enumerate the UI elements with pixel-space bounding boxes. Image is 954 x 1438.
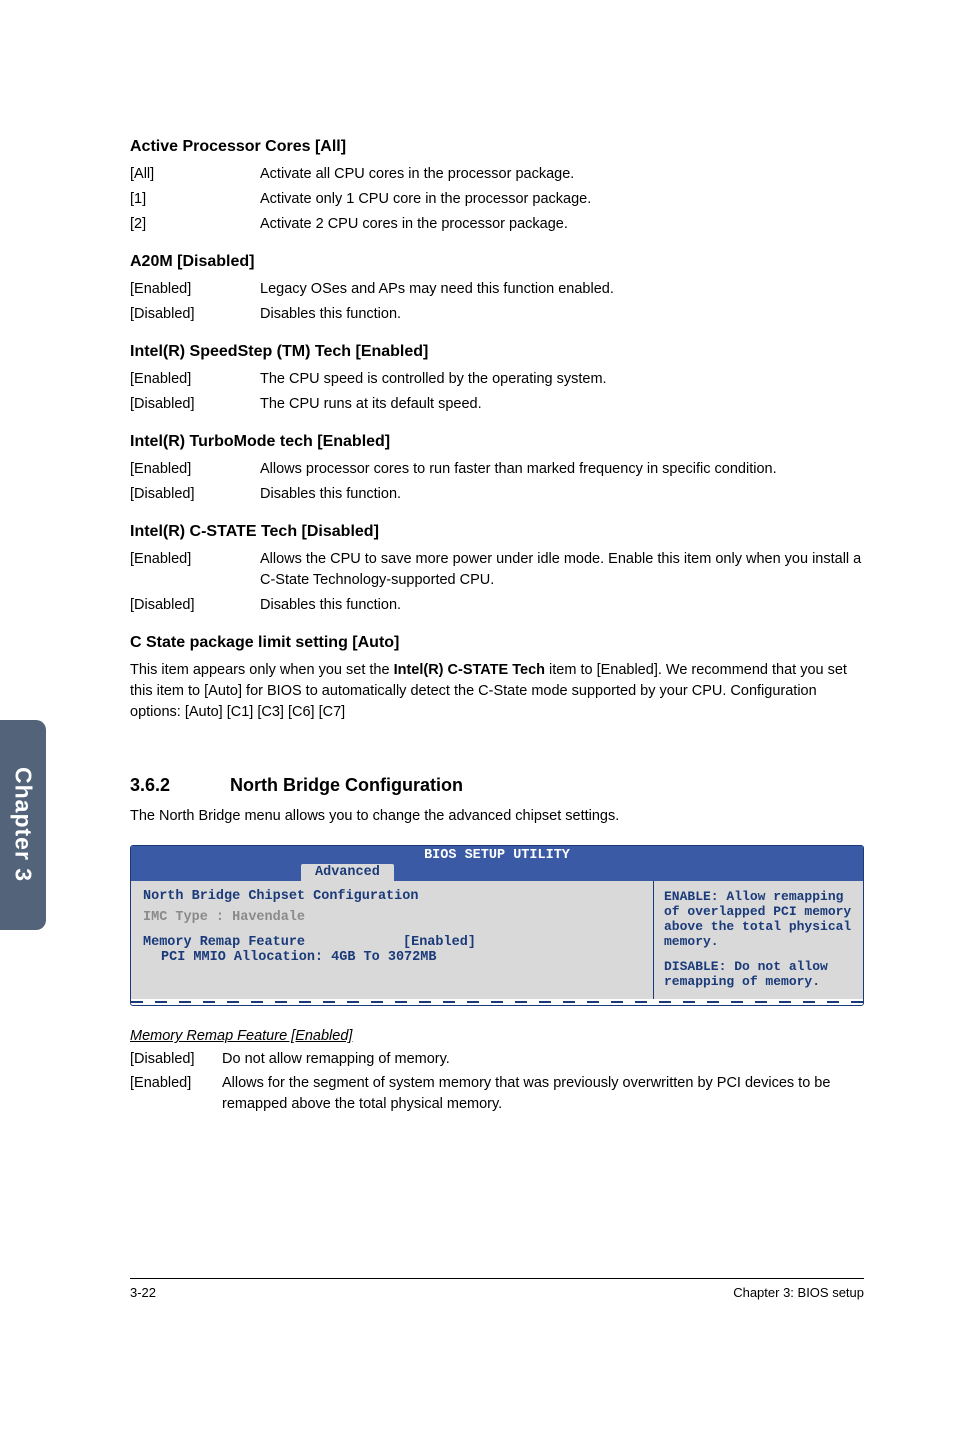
option-row: [Disabled] Disables this function.	[130, 304, 864, 325]
option-val: Activate 2 CPU cores in the processor pa…	[260, 214, 864, 235]
option-val: Activate all CPU cores in the processor …	[260, 164, 864, 185]
option-row: [Enabled] Allows the CPU to save more po…	[130, 549, 864, 591]
cstate-limit-body: This item appears only when you set the …	[130, 660, 864, 723]
page-content: Active Processor Cores [All] [All] Activ…	[0, 0, 954, 1158]
bios-cutoff-dash	[131, 999, 863, 1005]
heading-cstate: Intel(R) C-STATE Tech [Disabled]	[130, 523, 864, 541]
option-val: Allows for the segment of system memory …	[222, 1073, 864, 1115]
memory-remap-section: Memory Remap Feature [Enabled] [Disabled…	[130, 1028, 864, 1115]
bios-mem-value: [Enabled]	[403, 935, 476, 950]
heading-cstate-limit: C State package limit setting [Auto]	[130, 634, 864, 652]
body-bold: Intel(R) C-STATE Tech	[394, 662, 545, 678]
page-footer: 3-22 Chapter 3: BIOS setup	[0, 1278, 954, 1340]
bios-tab-advanced: Advanced	[301, 864, 394, 881]
bios-pci-allocation: PCI MMIO Allocation: 4GB To 3072MB	[143, 950, 641, 965]
bios-title: BIOS SETUP UTILITY	[131, 848, 863, 863]
spacer	[664, 949, 853, 959]
bios-help-panel: ENABLE: Allow remapping of overlapped PC…	[653, 881, 863, 999]
option-row: [Disabled] The CPU runs at its default s…	[130, 394, 864, 415]
option-val: Do not allow remapping of memory.	[222, 1049, 864, 1070]
option-key: [Disabled]	[130, 1049, 222, 1070]
option-key: [Enabled]	[130, 459, 260, 480]
option-key: [Disabled]	[130, 595, 260, 616]
option-key: [Disabled]	[130, 394, 260, 415]
option-key: [Enabled]	[130, 549, 260, 591]
footer-page-number: 3-22	[130, 1285, 156, 1300]
bios-tab-spacer	[131, 864, 301, 881]
option-val: Disables this function.	[260, 484, 864, 505]
heading-a20m: A20M [Disabled]	[130, 253, 864, 271]
option-val: The CPU runs at its default speed.	[260, 394, 864, 415]
option-row: [Enabled] Allows for the segment of syst…	[130, 1073, 864, 1115]
option-val: Disables this function.	[260, 595, 864, 616]
subsection-intro: The North Bridge menu allows you to chan…	[130, 806, 864, 827]
subsection-title: North Bridge Configuration	[230, 775, 463, 796]
option-row: [Enabled] Allows processor cores to run …	[130, 459, 864, 480]
option-row: [Enabled] The CPU speed is controlled by…	[130, 369, 864, 390]
option-key: [Disabled]	[130, 484, 260, 505]
option-row: [Disabled] Do not allow remapping of mem…	[130, 1049, 864, 1070]
option-row: [Enabled] Legacy OSes and APs may need t…	[130, 279, 864, 300]
bios-left-panel: North Bridge Chipset Configuration IMC T…	[131, 881, 653, 999]
option-val: Legacy OSes and APs may need this functi…	[260, 279, 864, 300]
subsection-number: 3.6.2	[130, 775, 230, 796]
footer-chapter-title: Chapter 3: BIOS setup	[733, 1285, 864, 1300]
memory-remap-heading: Memory Remap Feature [Enabled]	[130, 1028, 864, 1044]
option-key: [2]	[130, 214, 260, 235]
option-key: [Enabled]	[130, 279, 260, 300]
chapter-side-tab: Chapter 3	[0, 720, 46, 930]
option-key: [All]	[130, 164, 260, 185]
option-val: Activate only 1 CPU core in the processo…	[260, 189, 864, 210]
bios-config-title: North Bridge Chipset Configuration	[143, 889, 641, 904]
option-key: [1]	[130, 189, 260, 210]
bios-mem-label: Memory Remap Feature	[143, 935, 403, 950]
bios-screenshot: BIOS SETUP UTILITY Advanced North Bridge…	[130, 845, 864, 1006]
bios-body: North Bridge Chipset Configuration IMC T…	[131, 881, 863, 999]
heading-speedstep: Intel(R) SpeedStep (TM) Tech [Enabled]	[130, 343, 864, 361]
option-key: [Disabled]	[130, 304, 260, 325]
option-val: Allows the CPU to save more power under …	[260, 549, 864, 591]
heading-turbo: Intel(R) TurboMode tech [Enabled]	[130, 433, 864, 451]
option-row: [Disabled] Disables this function.	[130, 484, 864, 505]
bios-tabs: Advanced	[131, 864, 863, 881]
footer-row: 3-22 Chapter 3: BIOS setup	[130, 1285, 864, 1300]
option-row: [1] Activate only 1 CPU core in the proc…	[130, 189, 864, 210]
bios-memory-remap-row: Memory Remap Feature [Enabled]	[143, 935, 641, 950]
bios-header: BIOS SETUP UTILITY Advanced	[131, 846, 863, 881]
bios-help-disable: DISABLE: Do not allow remapping of memor…	[664, 959, 853, 989]
bios-help-enable: ENABLE: Allow remapping of overlapped PC…	[664, 889, 853, 949]
heading-active-cores: Active Processor Cores [All]	[130, 138, 864, 156]
footer-rule	[130, 1278, 864, 1279]
option-val: Disables this function.	[260, 304, 864, 325]
option-key: [Enabled]	[130, 1073, 222, 1115]
chapter-side-tab-text: Chapter 3	[10, 767, 37, 882]
bios-imc-type: IMC Type : Havendale	[143, 910, 641, 925]
option-row: [2] Activate 2 CPU cores in the processo…	[130, 214, 864, 235]
option-val: The CPU speed is controlled by the opera…	[260, 369, 864, 390]
option-row: [All] Activate all CPU cores in the proc…	[130, 164, 864, 185]
option-key: [Enabled]	[130, 369, 260, 390]
body-pre: This item appears only when you set the	[130, 662, 394, 678]
option-row: [Disabled] Disables this function.	[130, 595, 864, 616]
subsection-header: 3.6.2 North Bridge Configuration	[130, 775, 864, 796]
option-val: Allows processor cores to run faster tha…	[260, 459, 864, 480]
